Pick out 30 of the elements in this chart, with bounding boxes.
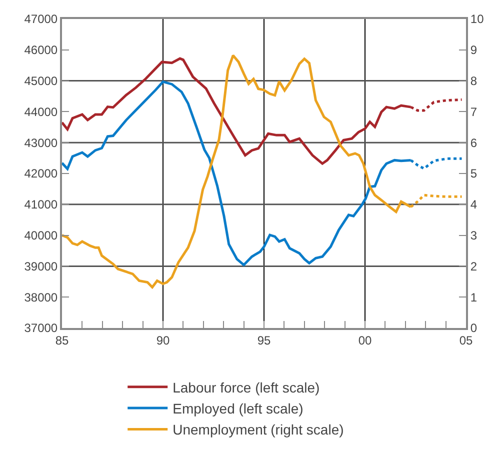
y2-tick-label: 0 bbox=[470, 321, 478, 336]
x-tick-label: 95 bbox=[257, 333, 271, 348]
x-tick-label: 90 bbox=[156, 333, 170, 348]
y-tick-label: 40000 bbox=[24, 228, 58, 242]
y-tick-label: 44000 bbox=[24, 104, 58, 119]
y2-tick-label: 5 bbox=[470, 166, 478, 181]
y-tick-label: 38000 bbox=[24, 290, 58, 304]
y2-tick-label: 8 bbox=[470, 74, 478, 88]
y2-tick-label: 10 bbox=[470, 12, 484, 26]
y-tick-label: 43000 bbox=[24, 136, 58, 150]
y2-tick-label: 4 bbox=[470, 198, 478, 212]
y-tick-label: 37000 bbox=[24, 321, 58, 336]
legend-label: Labour force (left scale) bbox=[172, 379, 320, 396]
y2-tick-label: 3 bbox=[470, 228, 478, 242]
y-tick-label: 45000 bbox=[24, 74, 58, 88]
y-tick-label: 42000 bbox=[24, 166, 58, 181]
legend-label: Employed (left scale) bbox=[172, 400, 304, 417]
x-tick-label: 85 bbox=[55, 333, 69, 348]
y2-tick-label: 6 bbox=[470, 136, 478, 150]
legend-label: Unemployment (right scale) bbox=[172, 422, 344, 438]
y2-tick-label: 7 bbox=[470, 104, 478, 119]
y-tick-label: 39000 bbox=[24, 259, 58, 274]
y2-tick-label: 9 bbox=[470, 43, 478, 58]
y-tick-label: 47000 bbox=[24, 12, 58, 26]
x-tick-label: 00 bbox=[358, 333, 372, 348]
y2-tick-label: 2 bbox=[470, 259, 478, 274]
y2-tick-label: 1 bbox=[470, 290, 478, 304]
y-tick-label: 46000 bbox=[24, 43, 58, 58]
x-tick-label: 05 bbox=[459, 333, 473, 348]
y-tick-label: 41000 bbox=[24, 198, 58, 212]
